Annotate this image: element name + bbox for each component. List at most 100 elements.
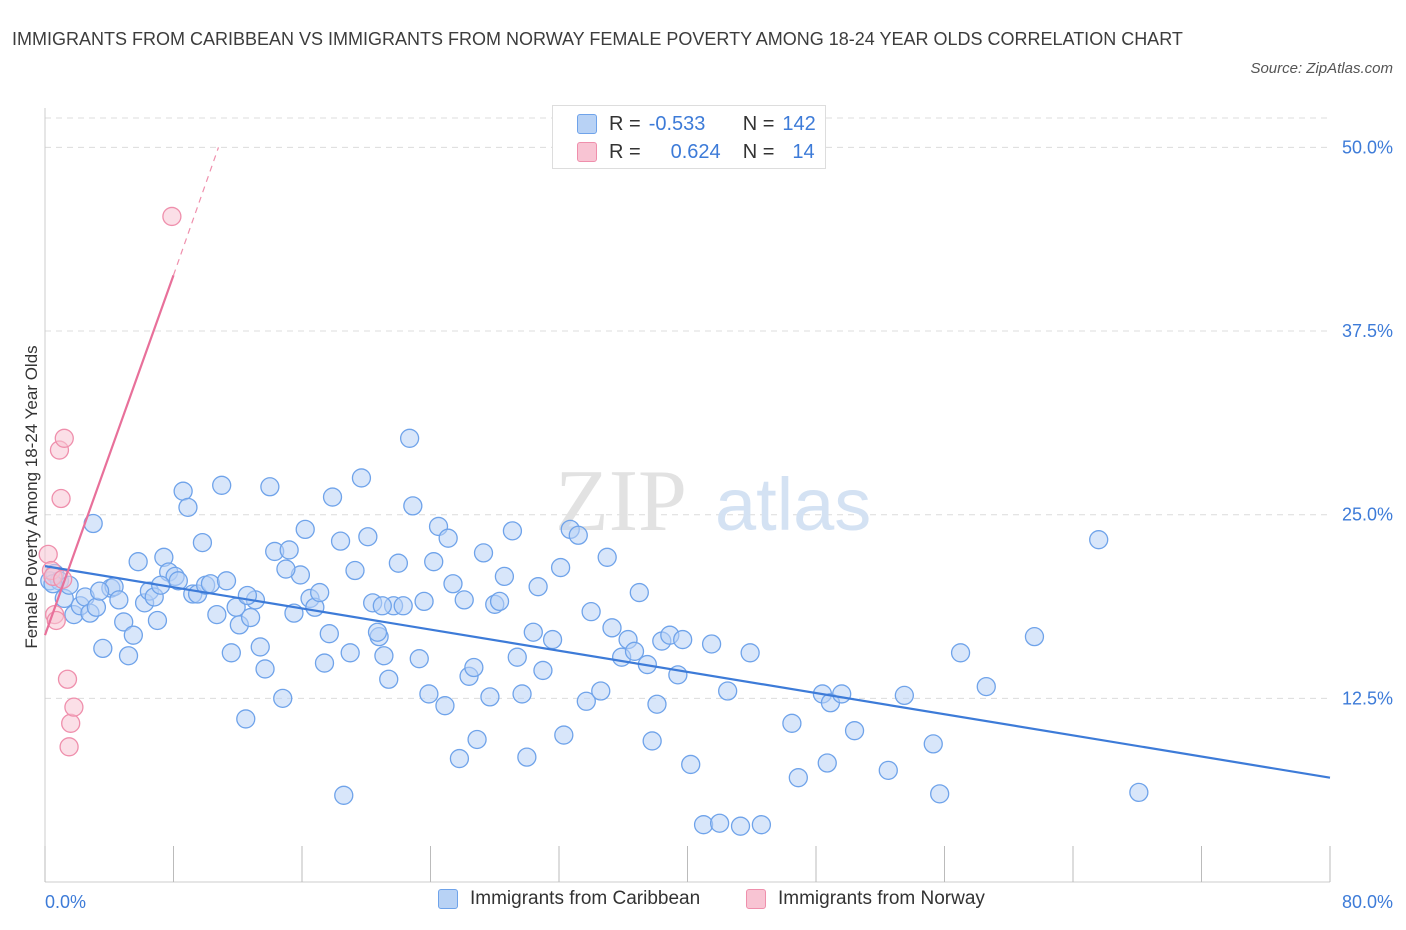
data-point (517, 747, 537, 767)
data-point (123, 625, 143, 645)
data-point (507, 647, 527, 667)
chart-source: Source: ZipAtlas.com (1250, 60, 1393, 77)
watermark-atlas: atlas (715, 463, 871, 546)
data-point (788, 768, 808, 788)
data-point (38, 544, 58, 565)
data-point (435, 696, 455, 716)
stats-r-value: -0.533 (648, 112, 706, 135)
trend-line-extension (172, 147, 220, 276)
stats-box: R = -0.533 N = 142 R = 0.624 N = 14 (552, 105, 826, 169)
stats-n-value: 14 (792, 140, 815, 163)
series-norway (38, 206, 182, 757)
data-point (64, 697, 84, 717)
stats-n-label: N = (742, 112, 775, 135)
data-point (467, 729, 487, 750)
data-point (345, 560, 365, 581)
data-point (128, 552, 148, 572)
data-point (351, 468, 372, 488)
data-point (419, 684, 439, 704)
y-tick-label: 25.0% (1342, 505, 1393, 525)
data-point (236, 709, 256, 729)
data-point (1089, 530, 1109, 550)
data-point (109, 590, 129, 610)
legend-swatch-caribbean (438, 889, 458, 909)
data-point (930, 784, 950, 804)
data-point (260, 477, 280, 497)
data-point (533, 660, 553, 681)
data-point (673, 629, 693, 650)
data-point (454, 590, 474, 610)
data-point (340, 643, 360, 663)
data-marks (38, 206, 1149, 836)
data-point (51, 488, 71, 509)
data-point (330, 531, 351, 551)
legend-item-caribbean[interactable]: Immigrants from Caribbean (438, 888, 700, 910)
data-point (379, 669, 399, 689)
data-point (414, 591, 434, 612)
data-point (693, 815, 714, 835)
data-point (250, 637, 270, 657)
x-tick-label: 80.0% (1342, 892, 1393, 912)
data-point (542, 629, 563, 650)
data-point (403, 496, 423, 516)
data-point (319, 624, 339, 644)
data-point (701, 634, 722, 654)
data-point (464, 657, 484, 678)
data-point (568, 525, 588, 545)
series-caribbean (40, 428, 1149, 836)
y-tick-label: 37.5% (1342, 321, 1393, 341)
data-point (212, 475, 232, 495)
data-point (642, 731, 662, 751)
data-point (255, 659, 275, 679)
chart-title: IMMIGRANTS FROM CARIBBEAN VS IMMIGRANTS … (12, 29, 1183, 49)
data-point (200, 574, 221, 594)
stats-n-label: N = (742, 140, 775, 163)
data-point (57, 669, 78, 689)
stats-r-value: 0.624 (670, 140, 721, 163)
stats-swatch-caribbean (577, 114, 597, 134)
x-tick-label: 0.0% (45, 892, 86, 912)
data-point (314, 653, 335, 673)
data-point (576, 691, 596, 711)
data-point (334, 785, 354, 805)
y-tick-label: 50.0% (1342, 137, 1393, 157)
data-point (207, 604, 227, 625)
data-point (372, 596, 392, 616)
data-point (489, 591, 510, 612)
data-point (173, 481, 193, 501)
stats-r-label: R = (609, 112, 641, 135)
y-tick-label: 12.5% (1342, 688, 1393, 708)
data-point (512, 684, 532, 704)
data-point (473, 543, 494, 563)
data-point (480, 687, 500, 707)
data-point (647, 694, 667, 714)
data-point (554, 725, 574, 745)
data-point (393, 596, 413, 616)
legend-label-caribbean: Immigrants from Caribbean (470, 888, 701, 909)
data-point (817, 753, 837, 773)
data-point (443, 574, 463, 594)
data-point (718, 681, 738, 701)
data-point (295, 519, 315, 540)
data-point (273, 688, 293, 708)
trend-line-norway (43, 274, 175, 636)
legend-label-norway: Immigrants from Norway (778, 888, 985, 909)
legend-item-norway[interactable]: Immigrants from Norway (746, 888, 985, 910)
data-point (114, 612, 134, 632)
axes (44, 108, 1331, 883)
data-point (528, 577, 548, 597)
data-point (178, 497, 198, 517)
data-point (751, 815, 772, 835)
data-point (502, 521, 523, 541)
stats-swatch-norway (577, 142, 597, 162)
data-point (597, 547, 617, 567)
data-point (358, 527, 378, 547)
data-point (388, 553, 409, 573)
data-point (61, 713, 81, 733)
data-point (399, 428, 420, 448)
data-point (424, 552, 444, 572)
data-point (550, 557, 571, 578)
data-point (449, 748, 470, 769)
data-point (89, 581, 110, 601)
